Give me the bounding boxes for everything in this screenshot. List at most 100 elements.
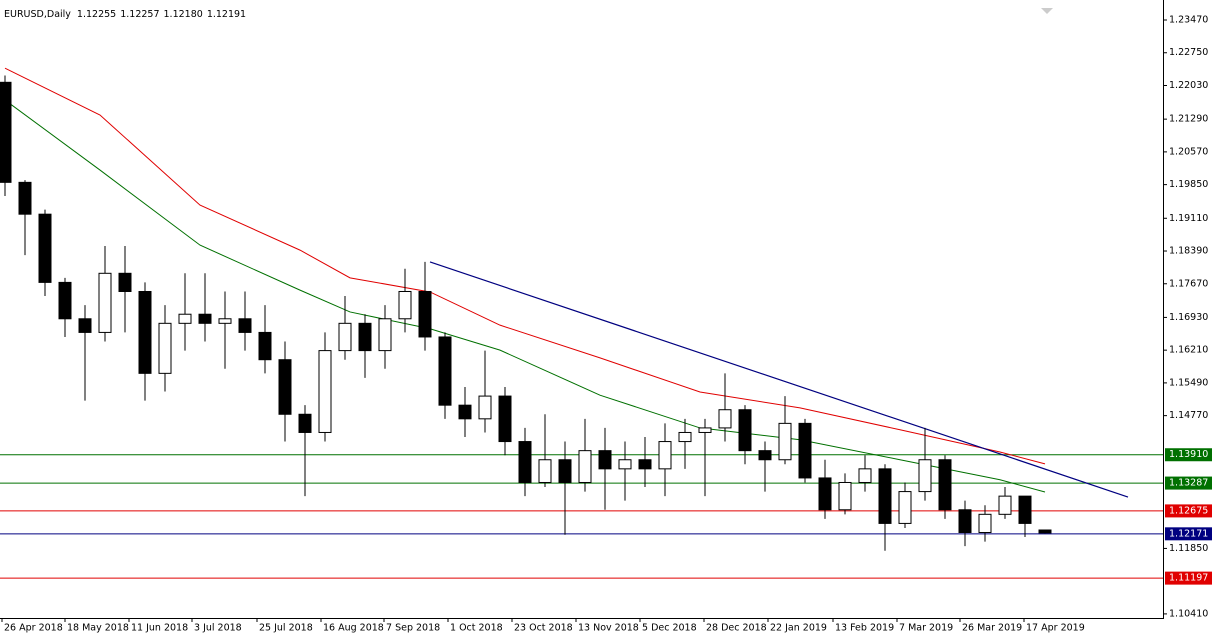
candle-body [818,477,832,511]
y-tick-label: 1.15490 [1169,377,1208,388]
y-tick-label: 1.21290 [1169,114,1208,125]
candle-body [158,322,172,374]
candle-body [458,404,472,420]
x-tick-label: 1 Oct 2018 [450,623,503,634]
candle-body [718,409,732,429]
candle-body [558,459,572,483]
candle-body [878,468,892,524]
symbol: EURUSD,Daily [4,9,71,20]
candle-body [38,213,52,283]
y-tick-label: 1.16210 [1169,345,1208,356]
y-tick-label: 1.22750 [1169,47,1208,58]
candle-body [698,427,712,433]
candle-body [438,336,452,406]
level-label-box [1165,448,1212,462]
candle-body [918,459,932,493]
candle-body [18,181,32,215]
candle-body [298,413,312,433]
chart-header: EURUSD,Daily 1.12255 1.12257 1.12180 1.12191 [4,9,246,20]
candle-body [838,481,852,511]
candle-body [378,318,392,352]
candle-body [138,290,152,374]
candle-body [638,459,652,470]
y-tick-label: 1.17670 [1169,278,1208,289]
candle-body [418,290,432,338]
x-tick-label: 26 Mar 2019 [962,623,1022,634]
y-tick-label: 1.20570 [1169,146,1208,157]
candle-body [618,459,632,470]
candle-body [1018,495,1032,524]
candle-body [1038,529,1052,534]
level-label-box [1165,476,1212,490]
x-tick-label: 28 Dec 2018 [706,623,767,634]
candle-body [358,322,372,352]
level-label: 1.12171 [1169,528,1208,539]
candle-body [958,509,972,534]
close-label: 1.12191 [207,9,246,20]
y-tick-label: 1.19110 [1169,213,1208,224]
x-tick-label: 22 Jan 2019 [770,623,827,634]
candle-body [798,422,812,479]
candle-body [498,395,512,443]
candle-body [178,313,192,324]
candle-body [578,450,592,483]
y-tick-label: 1.11850 [1169,543,1208,554]
x-tick-label: 16 Aug 2018 [323,623,384,634]
candle-body [478,395,492,420]
y-tick-label: 1.19850 [1169,179,1208,190]
candle-body [598,450,612,470]
candle-body [898,491,912,524]
candle-body [738,409,752,452]
x-tick-label: 25 Jul 2018 [259,623,313,634]
level-label: 1.11197 [1169,573,1208,584]
x-tick-label: 11 Jun 2018 [131,623,188,634]
y-tick-label: 1.14770 [1169,410,1208,421]
open-label: 1.12255 [77,9,116,20]
trendline [429,261,1129,498]
candle-body [858,468,872,483]
level-label: 1.12675 [1169,505,1208,516]
x-tick-label: 23 Oct 2018 [514,623,573,634]
candle-body [778,422,792,461]
candle-body [678,431,692,443]
moving-average [4,99,1046,493]
x-tick-label: 17 Apr 2019 [1026,623,1085,634]
candle-body [98,272,112,333]
x-tick-label: 3 Jul 2018 [194,623,242,634]
candle-body [118,272,132,292]
y-tick-label: 1.16930 [1169,312,1208,323]
y-tick-label: 1.23470 [1169,15,1208,26]
candle-body [938,459,952,511]
candle-body [398,290,412,320]
low-label: 1.12180 [164,9,203,20]
candle-body [998,495,1012,515]
x-tick-label: 26 Apr 2018 [4,623,63,634]
level-label-box [1165,504,1212,518]
level-label-box [1165,527,1212,541]
level-label: 1.13287 [1169,478,1208,489]
level-label: 1.13910 [1169,449,1208,460]
y-tick-label: 1.22030 [1169,80,1208,91]
candle-body [258,331,272,361]
candle-body [538,459,552,483]
candle-body [658,441,672,470]
candle-body [278,359,292,415]
scroll-marker [1041,8,1053,14]
x-tick-label: 13 Nov 2018 [578,623,639,634]
moving-average [4,67,1046,465]
candle-body [338,322,352,352]
x-tick-label: 7 Mar 2019 [899,623,953,634]
candle-body [758,450,772,461]
candle-body [218,318,232,324]
x-tick-label: 18 May 2018 [67,623,129,634]
y-tick-label: 1.18390 [1169,246,1208,257]
level-label-box [1165,571,1212,585]
candle-body [318,350,332,433]
x-tick-label: 13 Feb 2019 [835,623,894,634]
x-tick-label: 7 Sep 2018 [386,623,440,634]
candle-body [0,81,12,183]
candle-body [198,313,212,324]
x-tick-label: 5 Dec 2018 [642,623,697,634]
